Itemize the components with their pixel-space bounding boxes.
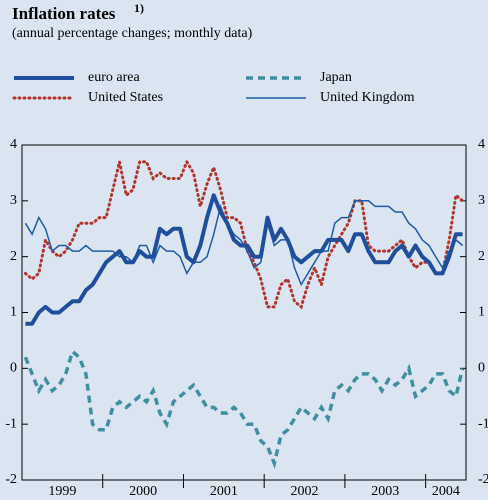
- y2-tick-label: -2: [478, 472, 488, 487]
- y-tick-label: 3: [10, 193, 17, 208]
- legend-label: United States: [88, 90, 163, 105]
- x-tick-label: 2001: [210, 484, 238, 499]
- x-tick-label: 2002: [291, 484, 319, 499]
- x-tick-label: 1999: [48, 484, 76, 499]
- y-tick-label: -2: [5, 472, 17, 487]
- chart-title: Inflation rates: [12, 4, 116, 23]
- series-line: [23, 348, 465, 470]
- y2-tick-label: -1: [478, 416, 488, 431]
- y-tick-label: 0: [10, 361, 17, 376]
- series-line: [23, 158, 465, 310]
- y-tick-label: 4: [10, 137, 17, 152]
- y-tick-label: 2: [10, 249, 17, 264]
- y2-tick-label: 1: [478, 305, 485, 320]
- x-tick-label: 2000: [129, 484, 157, 499]
- y2-tick-label: 4: [478, 137, 485, 152]
- y2-tick-label: 3: [478, 193, 485, 208]
- legend-label: United Kingdom: [320, 90, 415, 105]
- y-tick-label: -1: [5, 416, 17, 431]
- x-tick-label: 2004: [432, 484, 460, 499]
- x-tick-label: 2003: [371, 484, 399, 499]
- chart-subtitle: (annual percentage changes; monthly data…: [12, 26, 253, 41]
- title-note: 1): [134, 1, 144, 15]
- legend-label: Japan: [320, 70, 352, 85]
- y-tick-label: 1: [10, 305, 17, 320]
- y2-tick-label: 2: [478, 249, 485, 264]
- y2-tick-label: 0: [478, 361, 485, 376]
- legend-label: euro area: [88, 70, 140, 85]
- series-line: [25, 193, 463, 326]
